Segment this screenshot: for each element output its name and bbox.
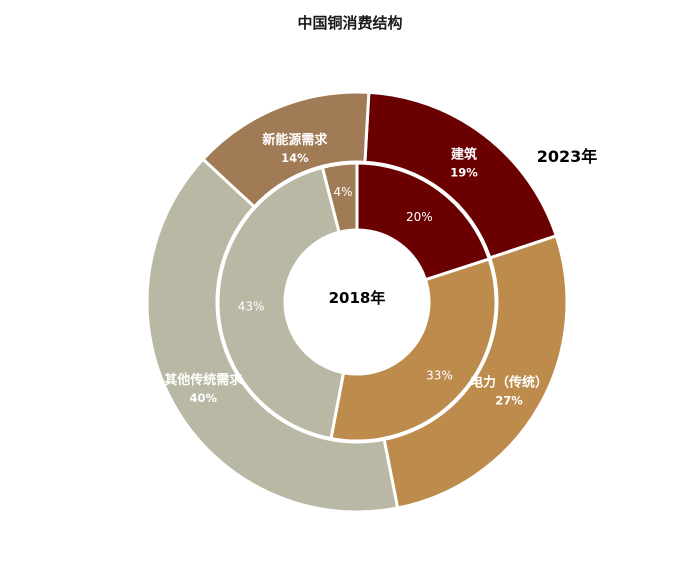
outer-category-label-3: 其他传统需求: [164, 372, 243, 388]
outer-value-label-4: 14%: [281, 151, 309, 165]
center-year-label: 2018年: [329, 289, 386, 307]
outer-ring-year-label: 2023年: [537, 147, 598, 166]
outer-category-label-1: 建筑: [451, 146, 477, 162]
chart-title: 中国铜消费结构: [297, 14, 403, 32]
inner-slice-2: [329, 257, 498, 443]
inner-value-label-4: 4%: [333, 185, 352, 199]
outer-value-label-2: 27%: [495, 394, 523, 408]
inner-value-label-3: 43%: [238, 299, 265, 313]
inner-value-label-2: 33%: [426, 369, 453, 383]
outer-value-label-1: 19%: [450, 165, 478, 179]
inner-slice-3: [216, 165, 346, 441]
outer-category-label-4: 新能源需求: [262, 132, 328, 148]
inner-value-label-1: 20%: [406, 210, 433, 224]
inner-ring-2018: [216, 161, 498, 443]
chart-labels: 建筑 19% 电力（传统） 27% 其他传统需求 40% 新能源需求 14% 20% 33% 43%…: [164, 132, 548, 408]
inner-slice-4: [320, 161, 359, 235]
outer-category-label-2: 电力（传统）: [470, 375, 548, 391]
inner-slice-1: [355, 161, 492, 282]
outer-value-label-3: 40%: [190, 391, 218, 405]
